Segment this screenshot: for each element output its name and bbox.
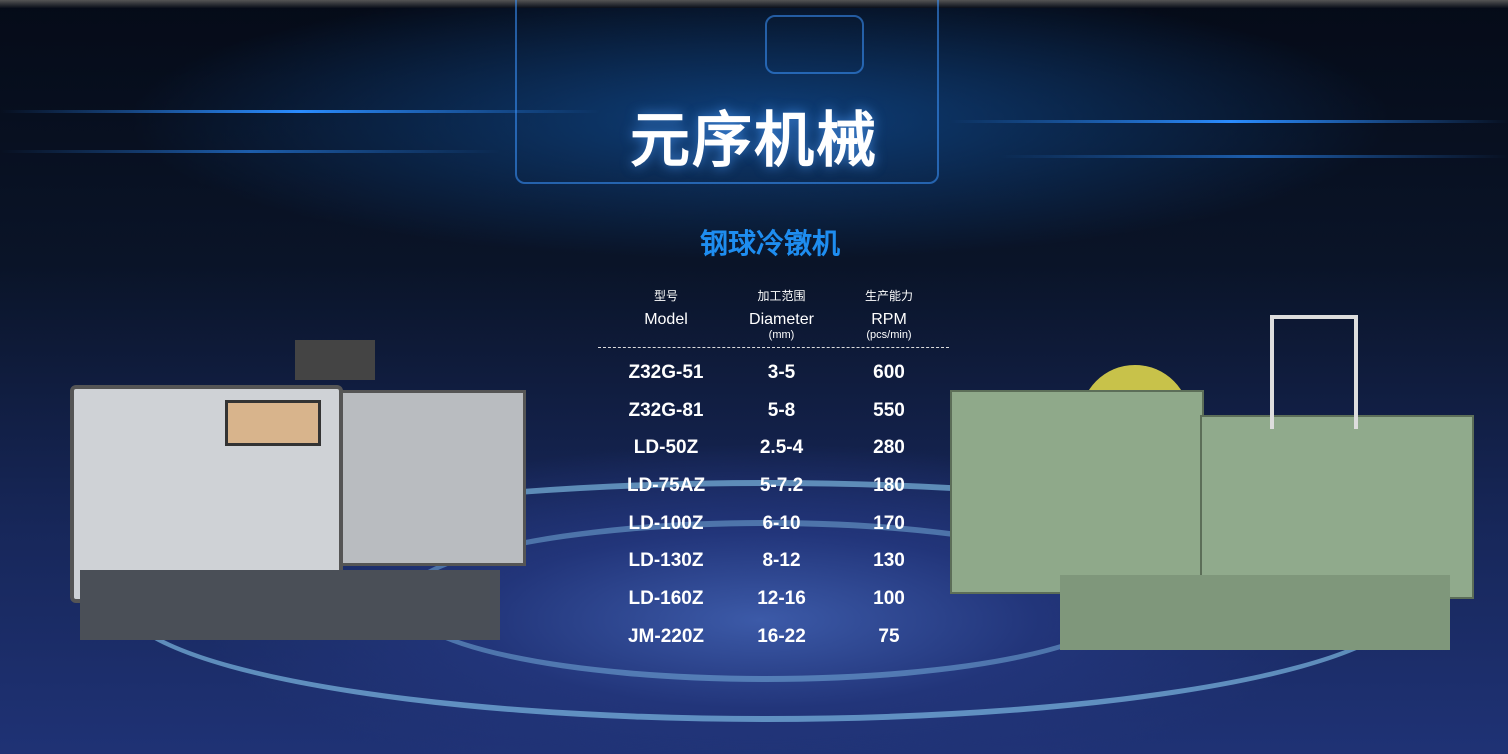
- table-header: 型号 Model 加工范围 Diameter (mm) 生产能力 RPM (pc…: [598, 285, 949, 348]
- cell-model: JM-220Z: [627, 625, 705, 647]
- table-row: LD-160Z 12-16 100: [598, 580, 949, 618]
- cell-rpm: 130: [873, 550, 905, 572]
- header-cn: 型号: [653, 289, 678, 303]
- cell-diameter: 5-7.2: [759, 474, 804, 496]
- light-streak: [950, 120, 1508, 123]
- table-row: Z32G-51 3-5 600: [598, 354, 949, 392]
- machine-image-right: [950, 315, 1475, 655]
- cell-model: Z32G-51: [628, 361, 704, 383]
- table-row: LD-100Z 6-10 170: [598, 505, 949, 543]
- header-en: Diameter: [749, 311, 814, 328]
- cell-rpm: 600: [873, 361, 905, 383]
- header-unit: (mm): [768, 329, 795, 341]
- machine-outline-graphic: [515, 0, 939, 184]
- cell-model: LD-100Z: [628, 512, 704, 534]
- light-streak: [1000, 155, 1508, 158]
- cell-diameter: 3-5: [767, 361, 796, 383]
- cell-diameter: 16-22: [757, 625, 806, 647]
- header-cn: 加工范围: [757, 289, 806, 303]
- top-bar: [0, 0, 1508, 8]
- cell-model: LD-160Z: [628, 587, 704, 609]
- cell-diameter: 6-10: [762, 512, 801, 534]
- cell-diameter: 2.5-4: [759, 437, 804, 459]
- cell-rpm: 280: [873, 437, 905, 459]
- header-cn: 生产能力: [864, 289, 913, 303]
- cell-rpm: 180: [873, 474, 905, 496]
- cell-diameter: 8-12: [762, 550, 801, 572]
- cell-model: LD-50Z: [633, 437, 699, 459]
- cell-rpm: 170: [873, 512, 905, 534]
- cell-rpm: 75: [878, 625, 900, 647]
- cell-diameter: 12-16: [757, 587, 806, 609]
- table-row: LD-75AZ 5-7.2 180: [598, 467, 949, 505]
- table-row: JM-220Z 16-22 75: [598, 618, 949, 656]
- header-diameter: 加工范围 Diameter (mm): [734, 285, 829, 347]
- spec-table: 型号 Model 加工范围 Diameter (mm) 生产能力 RPM (pc…: [598, 285, 949, 656]
- cell-diameter: 5-8: [767, 399, 796, 421]
- cell-model: Z32G-81: [628, 399, 704, 421]
- light-streak: [0, 150, 500, 153]
- header-model: 型号 Model: [598, 285, 734, 347]
- machine-image-left: [70, 340, 526, 640]
- cell-rpm: 100: [873, 587, 905, 609]
- cell-model: LD-75AZ: [626, 474, 706, 496]
- header-unit: (pcs/min): [866, 329, 912, 341]
- brand-title: 元序机械: [630, 107, 878, 174]
- light-streak: [0, 110, 600, 113]
- cell-model: LD-130Z: [628, 550, 704, 572]
- cell-rpm: 550: [873, 399, 905, 421]
- table-row: LD-50Z 2.5-4 280: [598, 429, 949, 467]
- section-title: 钢球冷镦机: [699, 228, 840, 259]
- table-row: Z32G-81 5-8 550: [598, 392, 949, 430]
- header-en: Model: [644, 311, 688, 328]
- table-row: LD-130Z 8-12 130: [598, 542, 949, 580]
- machine-outline-graphic: [765, 15, 864, 74]
- header-rpm: 生产能力 RPM (pcs/min): [829, 285, 949, 347]
- header-en: RPM: [871, 311, 907, 328]
